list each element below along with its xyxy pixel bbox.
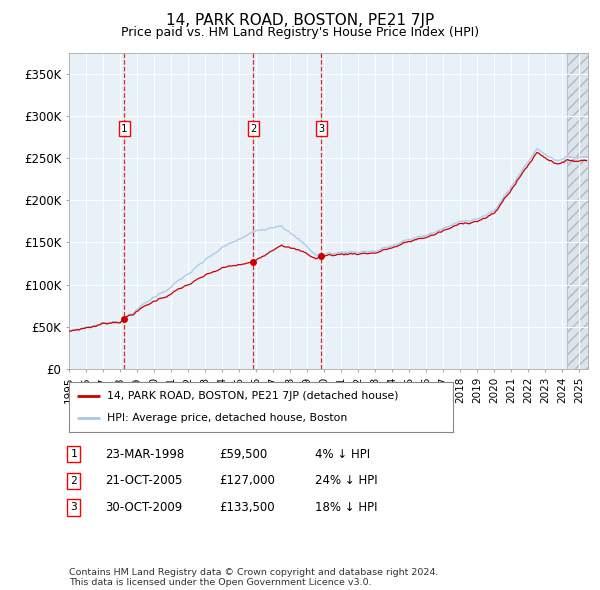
Text: £59,500: £59,500 [219,448,267,461]
Text: 1: 1 [121,124,127,134]
Text: Price paid vs. HM Land Registry's House Price Index (HPI): Price paid vs. HM Land Registry's House … [121,26,479,39]
Bar [567,53,588,369]
Text: £133,500: £133,500 [219,501,275,514]
Text: 2: 2 [70,476,77,486]
Text: 3: 3 [318,124,325,134]
Text: HPI: Average price, detached house, Boston: HPI: Average price, detached house, Bost… [107,413,347,423]
Text: 3: 3 [70,503,77,512]
Text: 14, PARK ROAD, BOSTON, PE21 7JP: 14, PARK ROAD, BOSTON, PE21 7JP [166,13,434,28]
Text: 2: 2 [250,124,256,134]
Text: £127,000: £127,000 [219,474,275,487]
Text: 4% ↓ HPI: 4% ↓ HPI [315,448,370,461]
Text: 24% ↓ HPI: 24% ↓ HPI [315,474,377,487]
Text: 30-OCT-2009: 30-OCT-2009 [105,501,182,514]
Text: 14, PARK ROAD, BOSTON, PE21 7JP (detached house): 14, PARK ROAD, BOSTON, PE21 7JP (detache… [107,391,399,401]
Text: 1: 1 [70,450,77,459]
Text: 21-OCT-2005: 21-OCT-2005 [105,474,182,487]
Text: 18% ↓ HPI: 18% ↓ HPI [315,501,377,514]
Text: 23-MAR-1998: 23-MAR-1998 [105,448,184,461]
Text: Contains HM Land Registry data © Crown copyright and database right 2024.
This d: Contains HM Land Registry data © Crown c… [69,568,439,587]
Bar [567,53,588,369]
